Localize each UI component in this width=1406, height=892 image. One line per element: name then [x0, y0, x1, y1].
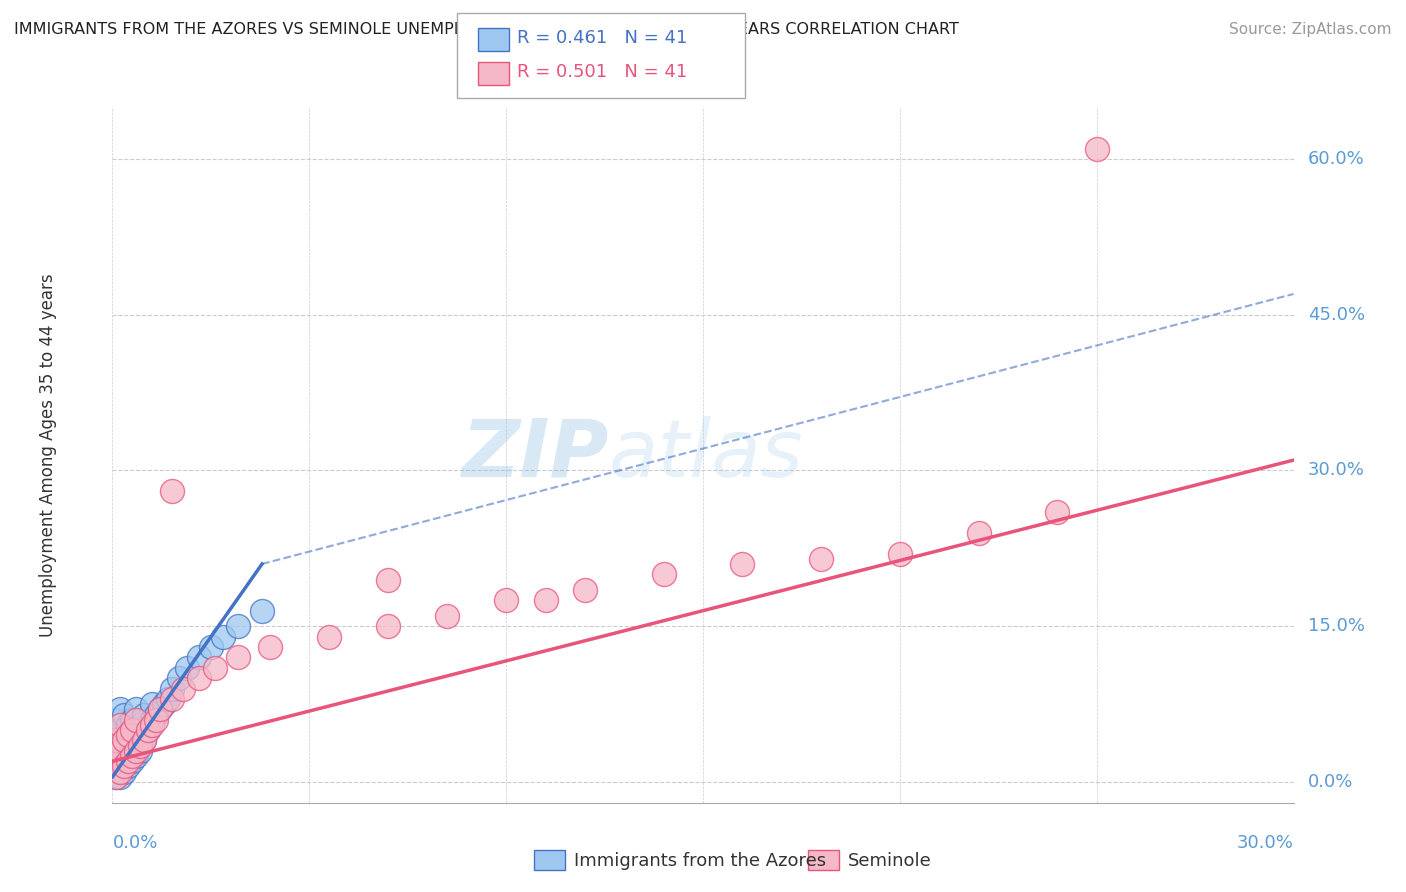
Point — [112, 707, 135, 722]
Point — [117, 718, 139, 732]
Point — [110, 702, 132, 716]
Point — [145, 713, 167, 727]
Point — [110, 723, 132, 738]
Text: IMMIGRANTS FROM THE AZORES VS SEMINOLE UNEMPLOYMENT AMONG AGES 35 TO 44 YEARS CO: IMMIGRANTS FROM THE AZORES VS SEMINOLE U… — [14, 22, 959, 37]
Point — [228, 619, 250, 633]
Point — [110, 744, 132, 758]
Point — [117, 728, 139, 742]
Point — [132, 707, 155, 722]
Point — [117, 759, 139, 773]
Point — [259, 640, 281, 654]
Point — [967, 525, 990, 540]
Point — [112, 733, 135, 747]
Point — [141, 718, 163, 732]
Point — [110, 754, 132, 768]
Text: 30.0%: 30.0% — [1237, 834, 1294, 852]
Point — [105, 754, 128, 768]
Point — [110, 764, 132, 779]
Text: 45.0%: 45.0% — [1308, 306, 1365, 324]
Point — [652, 567, 675, 582]
Point — [141, 713, 163, 727]
Point — [105, 754, 128, 768]
Point — [188, 650, 211, 665]
Point — [117, 739, 139, 753]
Point — [132, 733, 155, 747]
Point — [211, 630, 233, 644]
Point — [121, 713, 143, 727]
Point — [152, 697, 174, 711]
Point — [129, 718, 152, 732]
Text: 0.0%: 0.0% — [112, 834, 157, 852]
Point — [132, 733, 155, 747]
Point — [436, 608, 458, 623]
Point — [112, 728, 135, 742]
Point — [105, 770, 128, 784]
Point — [105, 713, 128, 727]
Point — [117, 754, 139, 768]
Point — [228, 650, 250, 665]
Text: 15.0%: 15.0% — [1308, 617, 1365, 635]
Point — [172, 681, 194, 696]
Text: atlas: atlas — [609, 416, 803, 494]
Point — [160, 681, 183, 696]
Point — [125, 744, 148, 758]
Point — [1046, 505, 1069, 519]
Point — [105, 733, 128, 747]
Point — [188, 671, 211, 685]
Text: R = 0.461   N = 41: R = 0.461 N = 41 — [517, 29, 688, 47]
Point — [105, 770, 128, 784]
Point — [495, 593, 517, 607]
Text: 0.0%: 0.0% — [1308, 773, 1353, 791]
Point — [112, 749, 135, 764]
Point — [250, 604, 273, 618]
Point — [129, 739, 152, 753]
Point — [156, 692, 179, 706]
Point — [105, 733, 128, 747]
Point — [110, 739, 132, 753]
Point — [112, 764, 135, 779]
Point — [125, 713, 148, 727]
Text: R = 0.501   N = 41: R = 0.501 N = 41 — [517, 63, 688, 81]
Point — [574, 582, 596, 597]
Point — [149, 702, 172, 716]
Point — [136, 723, 159, 738]
Point — [121, 733, 143, 747]
Point — [377, 573, 399, 587]
Text: 60.0%: 60.0% — [1308, 150, 1364, 168]
Point — [129, 744, 152, 758]
Text: Seminole: Seminole — [848, 852, 932, 870]
Point — [377, 619, 399, 633]
Point — [200, 640, 222, 654]
Point — [176, 661, 198, 675]
Point — [141, 697, 163, 711]
Point — [121, 723, 143, 738]
Point — [534, 593, 557, 607]
Point — [810, 551, 832, 566]
Point — [160, 484, 183, 499]
Point — [125, 728, 148, 742]
Text: Unemployment Among Ages 35 to 44 years: Unemployment Among Ages 35 to 44 years — [38, 273, 56, 637]
Point — [160, 692, 183, 706]
Point — [110, 718, 132, 732]
Point — [318, 630, 340, 644]
Text: Immigrants from the Azores: Immigrants from the Azores — [574, 852, 825, 870]
Point — [121, 754, 143, 768]
Point — [149, 702, 172, 716]
Point — [731, 557, 754, 571]
Point — [145, 707, 167, 722]
Text: ZIP: ZIP — [461, 416, 609, 494]
Point — [204, 661, 226, 675]
Point — [169, 671, 191, 685]
Point — [121, 749, 143, 764]
Point — [889, 547, 911, 561]
Point — [125, 749, 148, 764]
Text: Source: ZipAtlas.com: Source: ZipAtlas.com — [1229, 22, 1392, 37]
Point — [110, 770, 132, 784]
Text: 30.0%: 30.0% — [1308, 461, 1365, 480]
Point — [125, 702, 148, 716]
Point — [136, 723, 159, 738]
Point — [1085, 142, 1108, 156]
Point — [112, 759, 135, 773]
